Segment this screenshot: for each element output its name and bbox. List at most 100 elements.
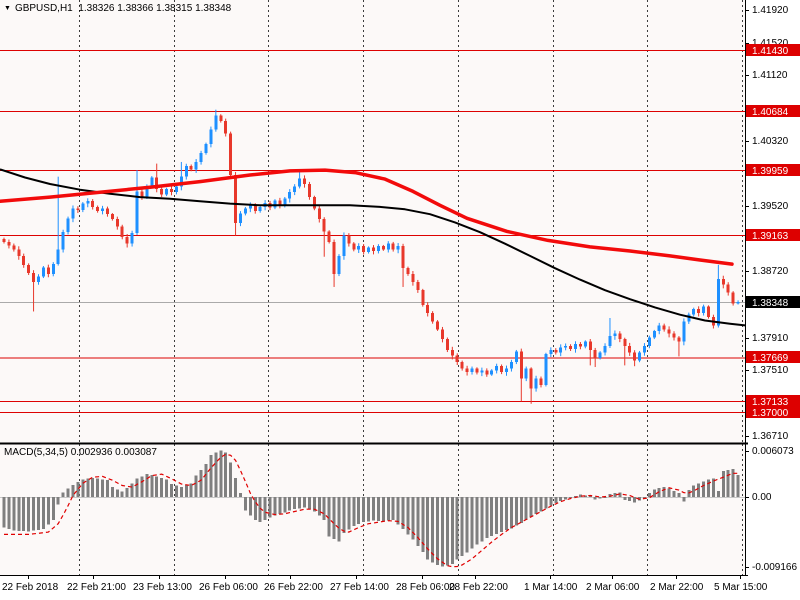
candle-body	[726, 284, 730, 293]
macd-bar	[76, 482, 80, 497]
candle-body	[41, 267, 45, 277]
candle-body	[2, 238, 6, 243]
candle-body	[697, 309, 701, 314]
candle-body	[36, 276, 40, 283]
level-label-bg	[746, 105, 800, 117]
candle-body	[22, 255, 26, 265]
macd-bar	[628, 497, 632, 502]
macd-bar	[524, 497, 528, 520]
candle-body	[160, 188, 164, 195]
level-label-1.41430: 1.41430	[752, 46, 789, 57]
candle-body	[312, 197, 316, 209]
time-label: 5 Mar 15:00	[714, 582, 768, 593]
candle-body	[440, 329, 444, 340]
macd-bar	[337, 497, 341, 542]
macd-bar	[86, 478, 90, 497]
macd-bar	[165, 479, 169, 497]
macd-bar	[273, 497, 277, 516]
chart-frame	[0, 0, 748, 576]
price-tick-1.40320: 1.40320	[752, 136, 789, 147]
level-label-bg	[746, 351, 800, 363]
macd-bar	[2, 497, 6, 528]
macd-tick-0.006073: 0.006073	[752, 446, 794, 457]
macd-bar	[115, 489, 119, 497]
level-label-1.39163: 1.39163	[752, 231, 789, 242]
macd-bar	[278, 497, 282, 514]
macd-bar	[593, 497, 597, 500]
time-label: 26 Feb 06:00	[199, 582, 258, 593]
candle-body	[421, 290, 425, 305]
candle-body	[573, 344, 577, 350]
macd-bar	[707, 479, 711, 497]
macd-bar	[36, 497, 40, 530]
macd-bar	[150, 474, 154, 497]
candle-body	[293, 186, 297, 193]
candle-body	[416, 282, 420, 291]
candle-body	[322, 219, 326, 232]
candle-body	[406, 268, 410, 274]
macd-bar	[51, 497, 55, 520]
macd-bar	[81, 479, 85, 497]
level-lines[interactable]	[0, 50, 745, 413]
macd-bar	[46, 497, 50, 525]
macd-bar	[298, 497, 302, 509]
candle-body	[578, 344, 582, 347]
macd-bar	[642, 497, 646, 499]
macd-bar	[702, 481, 706, 497]
candle-body	[288, 192, 292, 199]
macd-values: 0.002936 0.003087	[70, 447, 157, 458]
macd-bar	[12, 497, 16, 531]
macd-bar	[362, 497, 366, 523]
macd-bar	[519, 497, 523, 523]
candle-body	[110, 214, 114, 220]
candle-body	[184, 166, 188, 177]
macd-bar	[603, 497, 607, 498]
macd-bar	[445, 497, 449, 566]
time-label: 28 Feb 22:00	[449, 582, 508, 593]
candle-body	[386, 243, 390, 250]
macd-bar	[258, 497, 262, 523]
candle-body	[618, 333, 622, 340]
macd-bar	[697, 483, 701, 497]
macd-bar	[583, 495, 587, 497]
candle-body	[199, 152, 203, 162]
candle-body	[529, 368, 533, 389]
candle-body	[736, 301, 740, 304]
candle-body	[485, 370, 489, 375]
candle-body	[721, 278, 725, 285]
candle-body	[327, 231, 331, 243]
macd-bar	[96, 478, 100, 497]
candle-body	[623, 339, 627, 346]
candle-body	[657, 325, 661, 332]
time-label: 2 Mar 06:00	[586, 582, 640, 593]
macd-bar	[613, 493, 617, 497]
macd-bar	[101, 479, 105, 497]
candle-body	[593, 349, 597, 359]
candle-body	[465, 368, 469, 372]
level-label-1.39959: 1.39959	[752, 166, 789, 177]
macd-bar	[248, 497, 252, 516]
candle-body	[332, 242, 336, 274]
macd-bar	[263, 497, 267, 520]
macd-bar	[608, 493, 612, 497]
level-label-1.40684: 1.40684	[752, 107, 789, 118]
macd-bar	[367, 497, 371, 522]
candle-body	[544, 353, 548, 385]
time-label: 28 Feb 06:00	[396, 582, 455, 593]
macd-bar	[219, 450, 223, 497]
candle-body	[189, 166, 193, 170]
symbol-dropdown-icon[interactable]: ▼	[4, 5, 11, 12]
macd-bar	[312, 497, 316, 512]
candle-body	[524, 368, 528, 379]
macd-bar	[450, 497, 454, 565]
candle-body	[411, 273, 415, 283]
candle-body	[56, 249, 60, 265]
main-plot-area[interactable]	[0, 0, 745, 443]
candle-body	[475, 368, 479, 373]
candle-body	[347, 235, 351, 244]
candle-body	[642, 345, 646, 353]
candle-body	[401, 246, 405, 269]
macd-bar	[500, 497, 504, 533]
macd-bar	[490, 497, 494, 537]
